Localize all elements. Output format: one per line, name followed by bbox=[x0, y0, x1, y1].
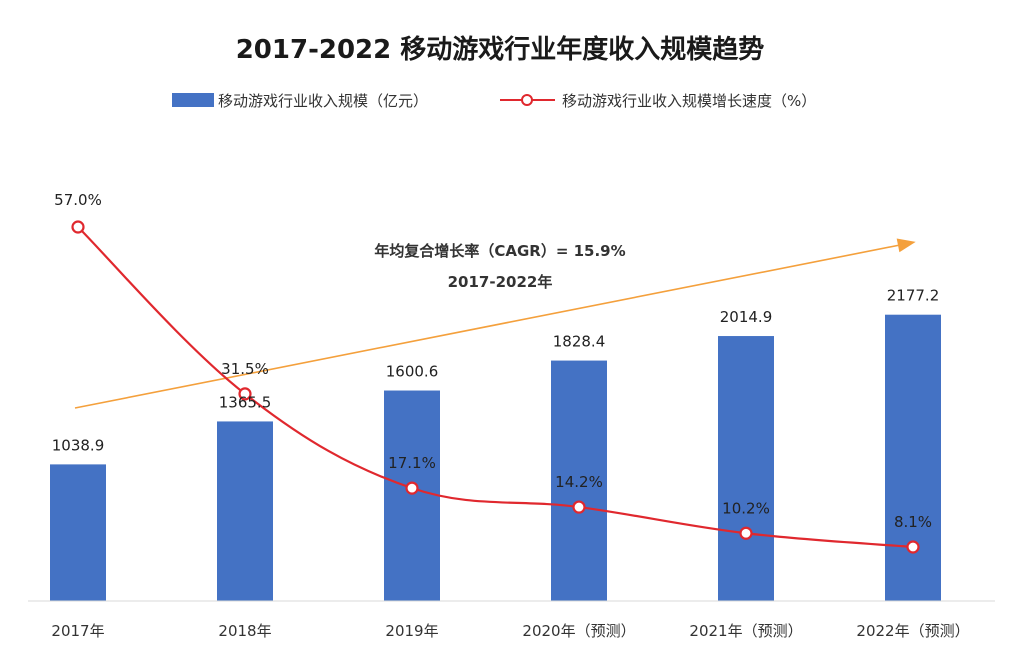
growth-rate-label-3: 17.1% bbox=[388, 454, 436, 472]
cagr-arrow-line bbox=[74, 244, 901, 409]
growth-rate-label-6: 8.1% bbox=[894, 513, 932, 531]
bar-value-label-4: 1828.4 bbox=[553, 333, 606, 351]
legend: 移动游戏行业收入规模（亿元） 移动游戏行业收入规模增长速度（%） bbox=[172, 92, 816, 110]
cagr-annotation: 年均复合增长率（CAGR）= 15.9% 2017-2022年 bbox=[374, 242, 625, 291]
bar-5 bbox=[718, 336, 774, 601]
growth-rate-point-2 bbox=[238, 387, 252, 401]
growth-rate-label-5: 10.2% bbox=[722, 499, 770, 517]
growth-rate-point-4 bbox=[572, 500, 586, 514]
labels-layer: 1038.9 2017年 1365.5 2018年 1600.6 2019年 1828.4 2… bbox=[51, 191, 969, 640]
cagr-annotation-period: 2017-2022年 bbox=[448, 273, 553, 291]
bar-4 bbox=[551, 360, 607, 601]
x-tick-label-4: 2020年（预测） bbox=[522, 622, 635, 640]
growth-rate-label-1: 57.0% bbox=[54, 191, 102, 209]
legend-line-label: 移动游戏行业收入规模增长速度（%） bbox=[562, 92, 816, 110]
line-layer bbox=[71, 220, 920, 554]
legend-bar-swatch bbox=[172, 93, 214, 107]
bar-3 bbox=[384, 390, 440, 601]
legend-line-marker bbox=[521, 94, 533, 106]
cagr-arrow-head bbox=[896, 238, 916, 253]
growth-rate-line bbox=[77, 226, 914, 549]
bar-value-label-3: 1600.6 bbox=[386, 363, 439, 381]
x-tick-label-2: 2018年 bbox=[218, 622, 271, 640]
chart-title: 2017-2022 移动游戏行业年度收入规模趋势 bbox=[236, 34, 765, 65]
cagr-annotation-text: 年均复合增长率（CAGR）= 15.9% bbox=[374, 242, 625, 260]
x-tick-label-5: 2021年（预测） bbox=[689, 622, 802, 640]
growth-rate-label-4: 14.2% bbox=[555, 473, 603, 491]
x-tick-label-3: 2019年 bbox=[385, 622, 438, 640]
growth-rate-point-5 bbox=[739, 526, 753, 540]
growth-rate-point-1 bbox=[71, 220, 85, 234]
growth-rate-point-6 bbox=[906, 540, 920, 554]
bar-value-label-1: 1038.9 bbox=[52, 436, 105, 454]
bar-value-label-2: 1365.5 bbox=[219, 393, 272, 411]
bar-value-label-5: 2014.9 bbox=[720, 308, 773, 326]
growth-rate-point-3 bbox=[405, 481, 419, 495]
bar-2 bbox=[217, 421, 273, 601]
bar-6 bbox=[885, 314, 941, 601]
bar-1 bbox=[50, 464, 106, 601]
x-tick-label-1: 2017年 bbox=[51, 622, 104, 640]
trend-layer bbox=[74, 238, 916, 409]
bar-value-label-6: 2177.2 bbox=[887, 287, 940, 305]
legend-bar-label: 移动游戏行业收入规模（亿元） bbox=[218, 92, 428, 110]
growth-rate-label-2: 31.5% bbox=[221, 360, 269, 378]
x-tick-label-6: 2022年（预测） bbox=[856, 622, 969, 640]
bars-layer bbox=[50, 314, 941, 601]
